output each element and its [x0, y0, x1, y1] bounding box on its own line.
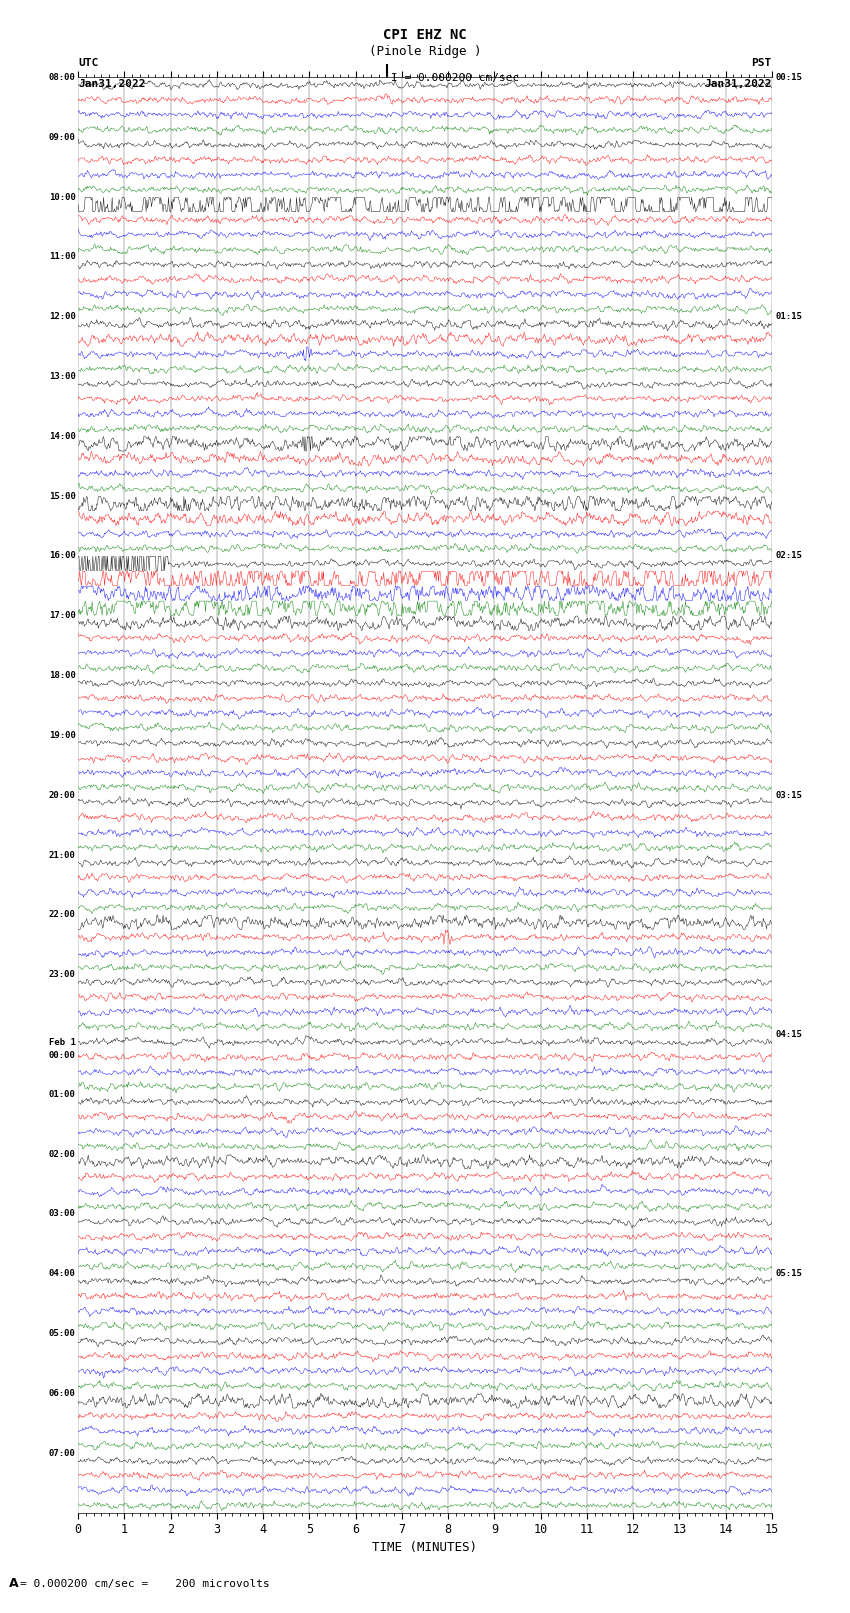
Text: 16:00: 16:00	[48, 552, 76, 560]
Text: 19:00: 19:00	[48, 731, 76, 740]
Text: 03:00: 03:00	[48, 1210, 76, 1218]
Text: 02:00: 02:00	[48, 1150, 76, 1158]
Text: 08:00: 08:00	[48, 73, 76, 82]
Text: 04:00: 04:00	[48, 1269, 76, 1277]
Text: 22:00: 22:00	[48, 910, 76, 919]
Text: 11:00: 11:00	[48, 252, 76, 261]
Text: 14:00: 14:00	[48, 432, 76, 440]
Text: UTC: UTC	[78, 58, 99, 68]
Text: (Pinole Ridge ): (Pinole Ridge )	[369, 45, 481, 58]
Text: 00:15: 00:15	[775, 73, 802, 82]
Text: 00:00: 00:00	[48, 1050, 76, 1060]
X-axis label: TIME (MINUTES): TIME (MINUTES)	[372, 1540, 478, 1553]
Text: 13:00: 13:00	[48, 373, 76, 381]
Text: PST: PST	[751, 58, 772, 68]
Text: 05:00: 05:00	[48, 1329, 76, 1339]
Text: Jan31,2022: Jan31,2022	[78, 79, 145, 89]
Text: 12:00: 12:00	[48, 313, 76, 321]
Text: 21:00: 21:00	[48, 850, 76, 860]
Text: 18:00: 18:00	[48, 671, 76, 681]
Text: 01:15: 01:15	[775, 313, 802, 321]
Text: 17:00: 17:00	[48, 611, 76, 621]
Text: = 0.000200 cm/sec =    200 microvolts: = 0.000200 cm/sec = 200 microvolts	[20, 1579, 269, 1589]
Text: Feb 1: Feb 1	[48, 1037, 76, 1047]
Text: 06:00: 06:00	[48, 1389, 76, 1398]
Text: CPI EHZ NC: CPI EHZ NC	[383, 27, 467, 42]
Text: 09:00: 09:00	[48, 132, 76, 142]
Text: I = 0.000200 cm/sec: I = 0.000200 cm/sec	[391, 73, 519, 82]
Text: 07:00: 07:00	[48, 1448, 76, 1458]
Text: 15:00: 15:00	[48, 492, 76, 500]
Text: Jan31,2022: Jan31,2022	[705, 79, 772, 89]
Text: 05:15: 05:15	[775, 1269, 802, 1277]
Text: A: A	[8, 1578, 18, 1590]
Text: 10:00: 10:00	[48, 192, 76, 202]
Text: 23:00: 23:00	[48, 969, 76, 979]
Text: 03:15: 03:15	[775, 790, 802, 800]
Text: 20:00: 20:00	[48, 790, 76, 800]
Text: 02:15: 02:15	[775, 552, 802, 560]
Text: 01:00: 01:00	[48, 1090, 76, 1098]
Text: 04:15: 04:15	[775, 1031, 802, 1039]
